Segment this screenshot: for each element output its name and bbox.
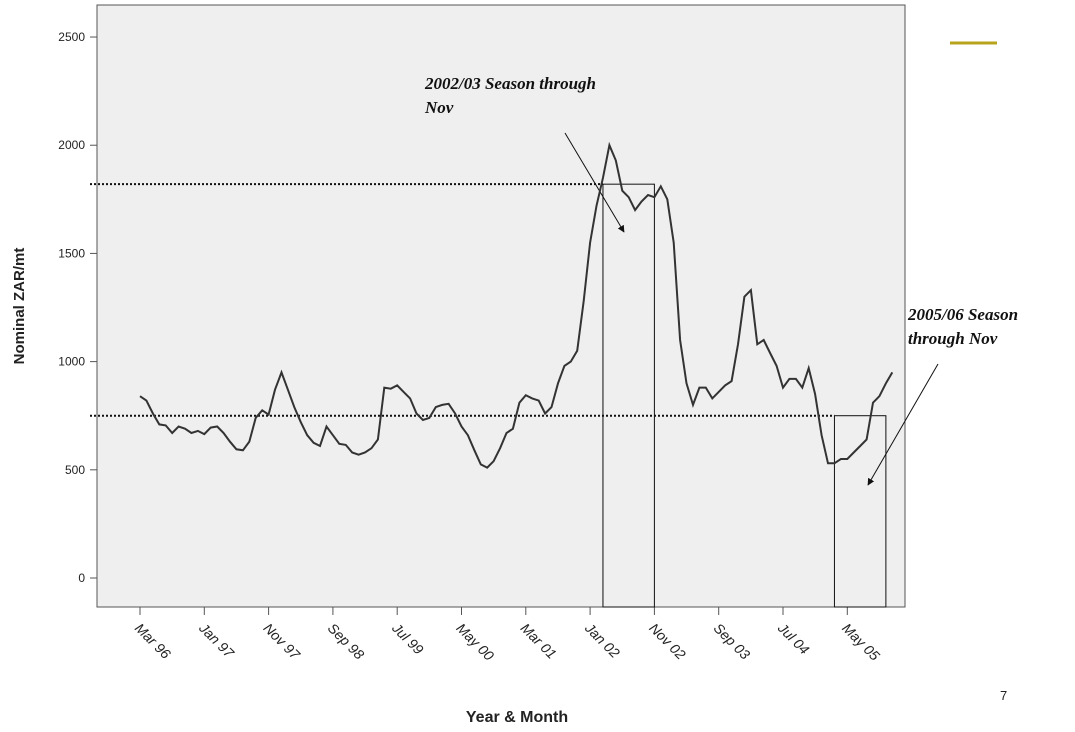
- highlight-box: [602, 183, 655, 608]
- x-tick-label: Sep 03: [711, 620, 754, 663]
- x-tick-label: Nov 02: [646, 620, 689, 663]
- y-tick-label: 2500: [58, 30, 85, 44]
- y-tick-label: 500: [65, 463, 85, 477]
- y-tick-label: 1000: [58, 355, 85, 369]
- x-tick-label: Jan 02: [581, 619, 623, 661]
- arrow: [564, 132, 625, 233]
- x-tick-label: Mar 01: [518, 620, 560, 662]
- annotation: 2005/06 Season through Nov: [908, 305, 1019, 348]
- x-axis-title: Year & Month: [466, 709, 568, 726]
- x-tick-label: Sep 98: [325, 620, 368, 663]
- x-tick-label: Mar 96: [132, 620, 174, 662]
- y-tick-label: 2000: [58, 138, 85, 152]
- x-tick-label: Jul 04: [774, 619, 813, 658]
- x-tick-label: Jul 99: [388, 619, 427, 658]
- highlight-box: [833, 415, 887, 608]
- plot-area: [96, 4, 906, 608]
- y-tick-label: 1500: [58, 246, 85, 260]
- y-axis-title: Nominal ZAR/mt: [11, 248, 28, 365]
- y-tick-label: 0: [78, 571, 85, 585]
- x-tick-label: May 00: [453, 620, 497, 664]
- x-tick-label: May 05: [839, 620, 883, 664]
- x-tick-label: Nov 97: [260, 620, 304, 664]
- arrow: [867, 363, 939, 486]
- data-line: [139, 141, 894, 469]
- page-number: 7: [1000, 688, 1007, 703]
- x-tick-label: Jan 97: [195, 619, 238, 662]
- annotation: 2002/03 Season through Nov: [425, 74, 596, 117]
